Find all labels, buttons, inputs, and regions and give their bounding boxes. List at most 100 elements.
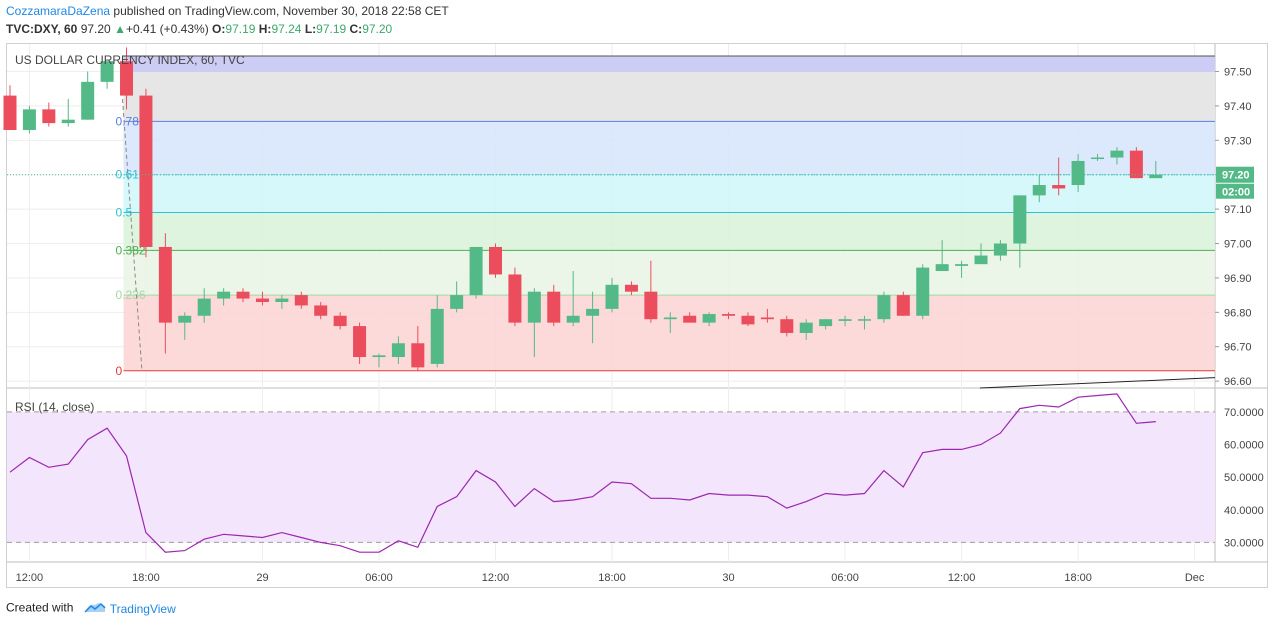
candle (158, 246, 172, 323)
candle (780, 319, 794, 333)
time-tick-label: 06:00 (831, 572, 859, 584)
candle (974, 255, 988, 265)
time-axis: 12:00 18:00 29 06:00 12:00 18:00 30 06:00 12:00 1… (16, 572, 1205, 584)
candle (469, 246, 483, 296)
chart-frame (6, 43, 1268, 588)
footer: Created with TradingView (6, 600, 176, 617)
rsi-tick-label: 60.0000 (1224, 439, 1264, 451)
candle (799, 322, 813, 333)
candle (741, 315, 755, 325)
candle (197, 298, 211, 316)
candle (3, 95, 17, 130)
candle (935, 264, 949, 272)
fib-level-label: 0.236 (116, 288, 146, 302)
rsi-pane: 70.0000 60.0000 50.0000 40.0000 30.0000 (7, 393, 1264, 553)
open-label: O: (212, 22, 226, 36)
low-label: L: (304, 22, 317, 36)
candle (1071, 160, 1085, 186)
candle (1149, 174, 1163, 179)
tradingview-logo-icon (83, 600, 107, 617)
close-value: 97.20 (362, 22, 393, 36)
author-link[interactable]: CozzamaraDaZena (6, 4, 111, 18)
price-tick-label: 96.80 (1224, 307, 1252, 319)
rsi-tick-label: 50.0000 (1224, 472, 1264, 484)
time-tick-label: 18:00 (132, 572, 160, 584)
candle (314, 305, 328, 316)
price-tick-label: 97.30 (1224, 135, 1252, 147)
fib-zone (123, 121, 1215, 175)
publish-text: published on TradingView.com, November 3… (113, 4, 449, 18)
fib-level-label: 0 (116, 364, 123, 378)
rsi-title: RSI (14, close) (15, 400, 94, 414)
time-tick-label: 12:00 (482, 572, 510, 584)
candle (838, 319, 852, 321)
candle (100, 61, 114, 82)
rsi-tick-label: 30.0000 (1224, 537, 1264, 549)
time-tick-label: 30 (722, 572, 734, 584)
candle (702, 314, 716, 323)
low-value: 97.19 (316, 22, 347, 36)
price-axes: 97.50 97.40 97.30 97.20 97.10 97.00 96.90 96.80… (1215, 67, 1254, 388)
candle (372, 355, 386, 358)
publish-info: CozzamaraDaZena published on TradingView… (6, 4, 449, 18)
candlestick-series (3, 47, 1215, 371)
high-label: H: (258, 22, 272, 36)
candle (857, 319, 871, 321)
candle (683, 315, 697, 323)
symbol-info: TVC:DXY, 60 97.20 ▲+0.41 (+0.43%) O:97.1… (6, 22, 392, 36)
candle (411, 343, 425, 368)
candle (391, 343, 405, 358)
close-label: C: (349, 22, 363, 36)
candle (760, 317, 774, 320)
candle (61, 119, 75, 124)
candle (333, 315, 347, 327)
trend-line (979, 377, 1216, 389)
candle (605, 284, 619, 309)
candle (42, 109, 56, 124)
price-tick-label: 96.90 (1224, 273, 1252, 285)
tradingview-link[interactable]: TradingView (109, 601, 176, 616)
candle (722, 314, 736, 316)
price-tick-label: 97.40 (1224, 101, 1252, 113)
symbol-name: TVC:DXY, 60 (6, 22, 78, 36)
candle (120, 61, 134, 96)
fib-zone (123, 250, 1215, 296)
last-price: 97.20 (80, 22, 111, 36)
fib-zone-1 (123, 56, 1215, 73)
candle (624, 284, 638, 292)
fib-zone (123, 212, 1215, 251)
price-tick-label: 96.70 (1224, 342, 1252, 354)
candle (1013, 195, 1027, 244)
candle (1052, 185, 1066, 189)
candle (217, 291, 231, 299)
time-tick-label: 18:00 (1064, 572, 1092, 584)
candle (1032, 185, 1046, 196)
time-tick-label: Dec (1185, 572, 1205, 584)
fib-zone (123, 295, 1215, 371)
candle (819, 319, 833, 327)
countdown-label: 02:00 (1222, 187, 1250, 199)
price-tick-label: 97.10 (1224, 204, 1252, 216)
rsi-band-fill (7, 411, 1215, 543)
candle (22, 109, 36, 130)
candle (877, 295, 891, 320)
candle (896, 295, 910, 316)
time-tick-label: 12:00 (948, 572, 976, 584)
time-tick-label: 06:00 (365, 572, 393, 584)
high-value: 97.24 (271, 22, 302, 36)
candle (139, 95, 153, 247)
candle (255, 298, 269, 302)
candle (489, 246, 502, 275)
candle (1091, 157, 1105, 160)
candle (586, 308, 600, 316)
candle (275, 298, 289, 302)
candle (644, 291, 658, 320)
candle (663, 317, 677, 320)
fib-level-label: 0.786 (116, 114, 146, 128)
fib-trend-line (122, 99, 143, 371)
candle (353, 326, 367, 358)
candle (527, 291, 541, 323)
fib-zone (123, 174, 1215, 213)
